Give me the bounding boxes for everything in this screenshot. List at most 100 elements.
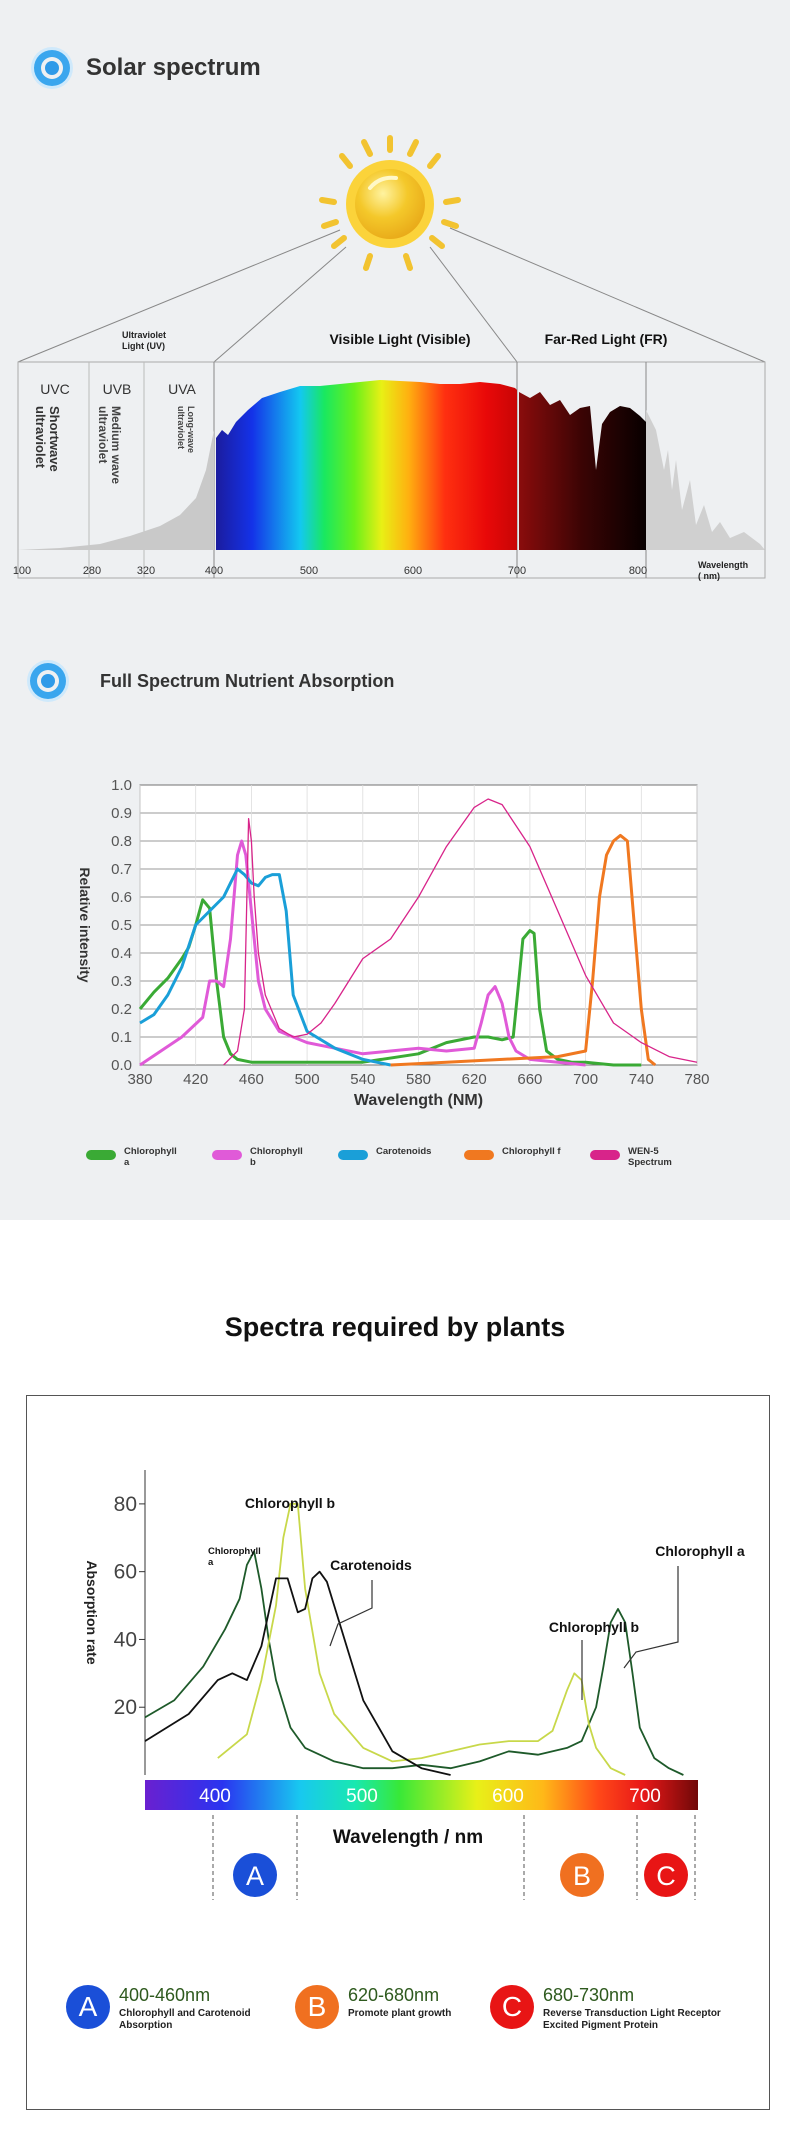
x-axis-label: Wavelength (NM) <box>354 1092 483 1109</box>
x-axis-label: Wavelength / nm <box>333 1827 483 1848</box>
solar-tick-label: 700 <box>508 565 526 577</box>
band-marker-letter: A <box>246 1861 264 1891</box>
band-name-uvb: Medium waveultraviolet <box>96 406 123 484</box>
section-header-absorption: Full Spectrum Nutrient Absorption <box>30 663 394 699</box>
band-key-desc: Promote plant growth <box>348 2008 452 2019</box>
fr-region-label: Far-Red Light (FR) <box>545 331 668 347</box>
band-key-letter: B <box>295 1985 339 2029</box>
spectrum-bar-label: 700 <box>629 1786 661 1807</box>
x-tick-label: 420 <box>183 1071 208 1088</box>
band-key: A 400-460nm Chlorophyll and Carotenoid Abs… <box>66 1985 266 2032</box>
section-title: Spectra required by plants <box>224 1312 566 1342</box>
band-key-desc: Reverse Transduction Light Receptor Exci… <box>543 2008 721 2031</box>
annotation-label: Chlorophyll b <box>549 1619 639 1635</box>
annotation-label: Carotenoids <box>330 1557 412 1573</box>
section-header-solar: Solar spectrum <box>34 50 261 86</box>
legend-label: Chlorophyll f <box>502 1146 561 1157</box>
solar-tick-label: 100 <box>13 565 31 577</box>
solar-axis-ticks: 100 280 320 400 500 600 700 800 <box>13 565 647 577</box>
legend-swatch <box>86 1150 116 1160</box>
solar-axis-label: Wavelength( nm) <box>698 560 748 581</box>
y-axis-label: Relative intensity <box>77 867 93 982</box>
legend-label: Carotenoids <box>376 1146 432 1157</box>
y-tick-label: 80 <box>114 1493 137 1516</box>
band-marker <box>233 1853 277 1897</box>
band-key-letter: C <box>490 1985 534 2029</box>
legend-item: Chlorophyll a <box>86 1146 212 1168</box>
band-key-text: 620-680nm Promote plant growth <box>348 1985 451 2020</box>
band-marker-letter: C <box>656 1861 676 1891</box>
band-code-uvc: UVC <box>40 381 70 397</box>
sun-icon <box>319 135 461 271</box>
legend-swatch <box>464 1150 494 1160</box>
annotation-label: Chlorophyll a <box>655 1543 745 1559</box>
solar-tick-label: 400 <box>205 565 223 577</box>
band-marker <box>560 1853 604 1897</box>
legend-swatch <box>212 1150 242 1160</box>
series-line <box>223 798 698 1066</box>
section-title: Solar spectrum <box>86 54 261 81</box>
band-key-text: 680-730nm Reverse Transduction Light Rece… <box>543 1985 750 2032</box>
target-icon <box>30 663 66 699</box>
legend-item: Carotenoids <box>338 1146 464 1168</box>
legend-item: WEN-5 Spectrum <box>590 1146 716 1168</box>
spectrum-bar <box>145 1780 698 1810</box>
x-tick-label: 780 <box>684 1071 709 1088</box>
y-tick-label: 20 <box>114 1696 137 1719</box>
band-code-uvb: UVB <box>103 381 132 397</box>
x-tick-label: 540 <box>350 1071 375 1088</box>
solar-tick-label: 320 <box>137 565 155 577</box>
spectrum-bar-label: 400 <box>199 1786 231 1807</box>
band-key-range: 680-730nm <box>543 1985 635 2005</box>
solar-spectrum-diagram: Ultraviolet Light (UV) Visible Light (Vis… <box>13 135 766 581</box>
band-name-uva: Long-waveultraviolet <box>176 406 196 453</box>
target-icon <box>34 50 70 86</box>
band-key-letter: A <box>66 1985 110 2029</box>
band-key-range: 400-460nm <box>119 1985 211 2005</box>
y-tick-label: 0.9 <box>111 805 132 822</box>
x-tick-label: 460 <box>239 1071 264 1088</box>
x-tick-label: 740 <box>629 1071 654 1088</box>
series-line <box>144 1550 684 1776</box>
band-name-uvc: Shortwaveultraviolet <box>33 406 62 472</box>
uv-region-label: Ultraviolet Light (UV) <box>122 330 166 351</box>
plants-chart-frame <box>26 1395 770 2110</box>
band-key-desc: Chlorophyll and Carotenoid Absorption <box>119 2008 251 2031</box>
solar-tick-label: 800 <box>629 565 647 577</box>
y-tick-label: 0.0 <box>111 1057 132 1074</box>
y-tick-label: 0.1 <box>111 1029 132 1046</box>
band-key-range: 620-680nm <box>348 1985 440 2005</box>
annotation-label: Chlorophyll b <box>245 1495 335 1511</box>
solar-tick-label: 600 <box>404 565 422 577</box>
y-tick-label: 1.0 <box>111 777 132 794</box>
y-tick-label: 0.2 <box>111 1001 132 1018</box>
x-tick-label: 580 <box>406 1071 431 1088</box>
series-line <box>139 867 391 1067</box>
annotation-label: Chlorophyll a <box>208 1546 261 1568</box>
x-tick-label: 500 <box>295 1071 320 1088</box>
legend-item: Chlorophyll f <box>464 1146 590 1168</box>
y-tick-label: 0.7 <box>111 861 132 878</box>
bottom-panel <box>0 1220 790 2150</box>
band-key: C 680-730nm Reverse Transduction Light Rec… <box>490 1985 750 2032</box>
annotation-leader <box>329 1580 373 1647</box>
series-line <box>390 833 657 1067</box>
y-tick-label: 0.6 <box>111 889 132 906</box>
legend-label: Chlorophyll a <box>124 1146 177 1168</box>
band-key: B 620-680nm Promote plant growth <box>295 1985 475 2029</box>
series-line <box>144 1570 451 1776</box>
band-marker-letter: B <box>573 1861 591 1891</box>
legend-swatch <box>590 1150 620 1160</box>
series-line <box>217 1503 626 1776</box>
x-tick-label: 620 <box>462 1071 487 1088</box>
series-line <box>139 839 586 1067</box>
chart-legend: Chlorophyll a Chlorophyll b Carotenoids Chl… <box>86 1146 726 1168</box>
y-tick-label: 0.4 <box>111 945 132 962</box>
spectrum-bar-label: 600 <box>492 1786 524 1807</box>
annotation-leader <box>623 1566 679 1669</box>
y-tick-label: 0.8 <box>111 833 132 850</box>
y-tick-label: 0.3 <box>111 973 132 990</box>
y-tick-label: 60 <box>114 1561 137 1584</box>
legend-swatch <box>338 1150 368 1160</box>
